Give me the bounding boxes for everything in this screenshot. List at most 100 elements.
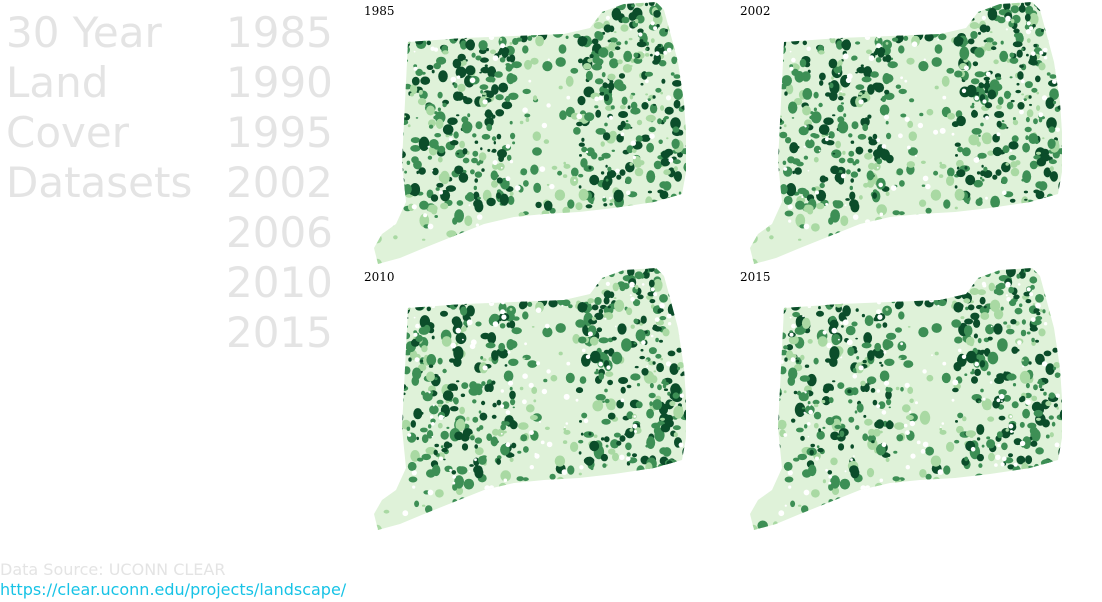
open-land-patch — [942, 361, 947, 366]
forest-patch — [616, 440, 622, 446]
forest-patch — [658, 60, 667, 67]
forest-patch — [872, 428, 881, 437]
forest-patch — [474, 201, 484, 213]
forest-patch — [453, 302, 459, 308]
forest-patch — [828, 499, 834, 505]
open-land-patch — [462, 338, 464, 341]
forest-patch — [885, 308, 889, 311]
forest-patch — [957, 412, 964, 419]
forest-patch — [399, 20, 406, 26]
forest-patch — [562, 299, 571, 307]
forest-patch — [995, 104, 1002, 110]
forest-patch — [374, 36, 378, 49]
forest-patch — [812, 399, 820, 405]
forest-patch — [421, 434, 429, 444]
forest-patch — [1031, 337, 1035, 343]
forest-patch — [1039, 468, 1049, 477]
forest-patch — [410, 20, 421, 31]
forest-patch — [918, 9, 926, 17]
forest-patch — [374, 295, 378, 303]
forest-patch — [363, 311, 371, 316]
forest-patch — [829, 82, 834, 89]
forest-patch — [868, 162, 876, 170]
forest-patch — [399, 161, 403, 164]
forest-patch — [750, 192, 759, 202]
forest-patch — [487, 148, 491, 152]
forest-patch — [976, 424, 985, 435]
forest-patch — [421, 453, 432, 461]
forest-patch — [1067, 387, 1071, 391]
forest-patch — [851, 387, 859, 396]
forest-patch — [949, 268, 961, 278]
forest-patch — [774, 78, 782, 86]
forest-patch — [911, 230, 919, 236]
forest-patch — [491, 136, 497, 141]
forest-patch — [411, 156, 419, 164]
open-land-patch — [791, 323, 796, 329]
forest-patch — [1029, 326, 1038, 332]
forest-patch — [931, 277, 941, 285]
open-land-patch — [678, 195, 684, 201]
forest-patch — [1054, 211, 1058, 215]
forest-patch — [502, 401, 510, 409]
open-land-patch — [1001, 400, 1003, 402]
forest-patch — [407, 345, 412, 350]
forest-patch — [431, 207, 438, 215]
forest-patch — [977, 31, 982, 35]
forest-patch — [428, 23, 438, 30]
forest-patch — [557, 282, 568, 293]
forest-patch — [801, 407, 805, 410]
open-land-patch — [923, 58, 926, 61]
forest-patch — [1029, 276, 1038, 284]
open-land-patch — [633, 415, 637, 418]
forest-patch — [763, 181, 766, 184]
forest-patch — [738, 167, 744, 171]
forest-patch — [532, 147, 542, 156]
forest-patch — [608, 448, 616, 455]
forest-patch — [589, 336, 599, 346]
open-land-patch — [585, 150, 589, 154]
forest-patch — [868, 4, 876, 10]
open-land-patch — [876, 309, 882, 315]
forest-patch — [636, 119, 643, 126]
forest-patch — [872, 133, 878, 140]
forest-patch — [869, 286, 873, 289]
forest-patch — [633, 52, 639, 58]
forest-patch — [804, 23, 814, 30]
forest-patch — [529, 268, 537, 273]
open-land-patch — [828, 481, 832, 485]
forest-patch — [511, 230, 520, 238]
forest-patch — [672, 159, 681, 165]
forest-patch — [963, 325, 973, 337]
forest-patch — [939, 2, 945, 6]
open-land-patch — [500, 309, 506, 315]
open-land-patch — [585, 354, 591, 359]
forest-patch — [990, 299, 1001, 312]
forest-patch — [764, 208, 775, 220]
forest-patch — [446, 426, 450, 429]
open-land-patch — [883, 114, 890, 120]
open-land-patch — [1006, 246, 1012, 253]
forest-patch — [380, 317, 388, 325]
forest-patch — [457, 83, 466, 92]
forest-patch — [568, 19, 577, 25]
forest-patch — [445, 2, 454, 11]
source-link[interactable]: https://clear.uconn.edu/projects/landsca… — [0, 580, 347, 599]
forest-patch — [608, 82, 615, 91]
forest-patch — [907, 228, 912, 233]
forest-patch — [657, 268, 665, 274]
forest-patch — [856, 403, 864, 413]
open-land-patch — [468, 470, 471, 473]
forest-patch — [374, 412, 380, 419]
forest-patch — [660, 150, 671, 159]
open-land-patch — [802, 315, 804, 318]
forest-patch — [400, 98, 405, 103]
forest-patch — [577, 19, 588, 29]
forest-patch — [841, 268, 846, 274]
forest-patch — [427, 272, 432, 277]
forest-patch — [759, 310, 765, 315]
forest-patch — [1024, 81, 1033, 89]
forest-patch — [549, 3, 560, 12]
forest-patch — [411, 32, 417, 38]
forest-patch — [1026, 489, 1037, 499]
